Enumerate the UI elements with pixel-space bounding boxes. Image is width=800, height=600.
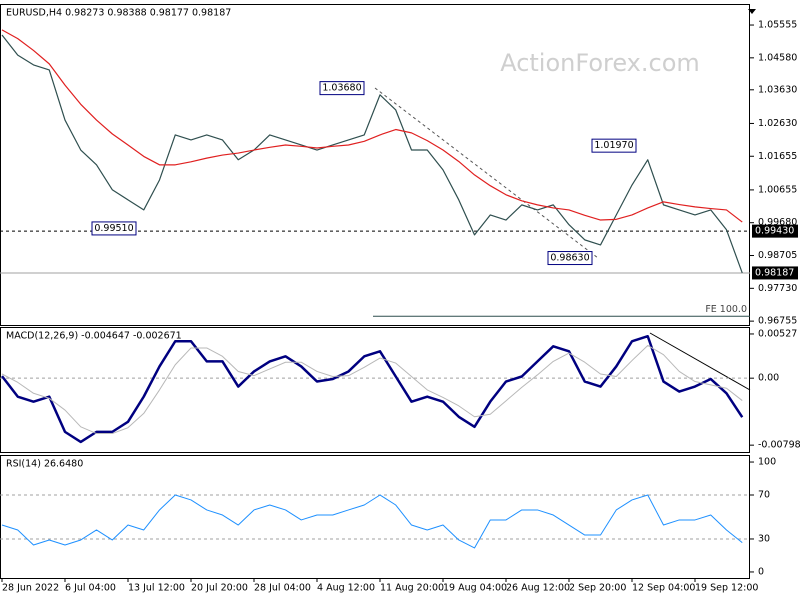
y-tick-label: 0 xyxy=(758,566,764,577)
x-tick-label: 11 Aug 20:00 xyxy=(380,583,444,594)
panel xyxy=(0,455,750,579)
y-tick-label: 0.99680 xyxy=(758,217,797,228)
y-tick-label: 1.02630 xyxy=(758,118,797,129)
series-line xyxy=(1,29,743,223)
x-tick-label: 19 Sep 12:00 xyxy=(695,583,758,594)
series-line xyxy=(1,34,743,274)
x-tick-label: 19 Aug 04:00 xyxy=(443,583,507,594)
price-box xyxy=(752,266,798,280)
panel xyxy=(0,4,750,326)
y-tick-label: -0.007984 xyxy=(758,440,800,451)
x-tick-label: 28 Jun 2022 xyxy=(2,583,59,594)
panel-title: EURUSD,H4 0.98273 0.98388 0.98177 0.9818… xyxy=(6,8,231,19)
annotation-box xyxy=(547,251,593,266)
price-box-label: 0.98187 xyxy=(755,267,794,278)
watermark: ActionForex.com xyxy=(500,49,700,77)
x-tick-label: 4 Aug 12:00 xyxy=(317,583,375,594)
y-tick-label: 1.05555 xyxy=(758,20,797,31)
y-tick-label: 1.03630 xyxy=(758,84,797,95)
x-tick-label: 28 Jul 04:00 xyxy=(254,583,311,594)
y-tick-label: 30 xyxy=(758,533,770,544)
trend-line xyxy=(374,87,599,259)
annotation-box xyxy=(591,138,637,153)
x-tick-label: 13 Jul 12:00 xyxy=(128,583,185,594)
x-tick-label: 12 Sep 04:00 xyxy=(632,583,695,594)
x-tick-label: 20 Jul 20:00 xyxy=(191,583,248,594)
panel-title: MACD(12,26,9) -0.004647 -0.002671 xyxy=(6,331,182,342)
y-tick-label: 0.97730 xyxy=(758,283,797,294)
y-tick-label: 1.04580 xyxy=(758,52,797,63)
panel-title: RSI(14) 26.6480 xyxy=(6,459,83,470)
annotation-label: 1.01970 xyxy=(594,140,633,151)
y-tick-label: 1.01655 xyxy=(758,151,797,162)
series-line xyxy=(1,334,744,444)
annotation-box xyxy=(319,81,365,96)
y-tick-label: 100 xyxy=(758,457,776,468)
annotation-label: 0.98630 xyxy=(550,253,589,264)
x-tick-label: 2 Sep 20:00 xyxy=(569,583,626,594)
fe-label: FE 100.0 xyxy=(705,304,747,315)
y-tick-label: 0.00 xyxy=(758,373,779,384)
y-tick-label: 0.00527 xyxy=(758,328,797,339)
series-line xyxy=(1,494,743,549)
series-line xyxy=(1,344,743,435)
price-box xyxy=(752,224,798,238)
annotation-box xyxy=(91,221,137,236)
panel xyxy=(0,327,750,453)
y-tick-label: 0.96755 xyxy=(758,316,797,327)
x-tick-label: 6 Jul 04:00 xyxy=(65,583,116,594)
annotation-label: 0.99510 xyxy=(94,223,133,234)
x-tick-label: 26 Aug 12:00 xyxy=(506,583,570,594)
annotation-label: 1.03680 xyxy=(322,83,361,94)
price-box-label: 0.99430 xyxy=(755,226,794,237)
y-tick-label: 70 xyxy=(758,490,770,501)
y-tick-label: 0.98705 xyxy=(758,250,797,261)
y-tick-label: 1.00655 xyxy=(758,184,797,195)
trend-line xyxy=(649,332,751,391)
